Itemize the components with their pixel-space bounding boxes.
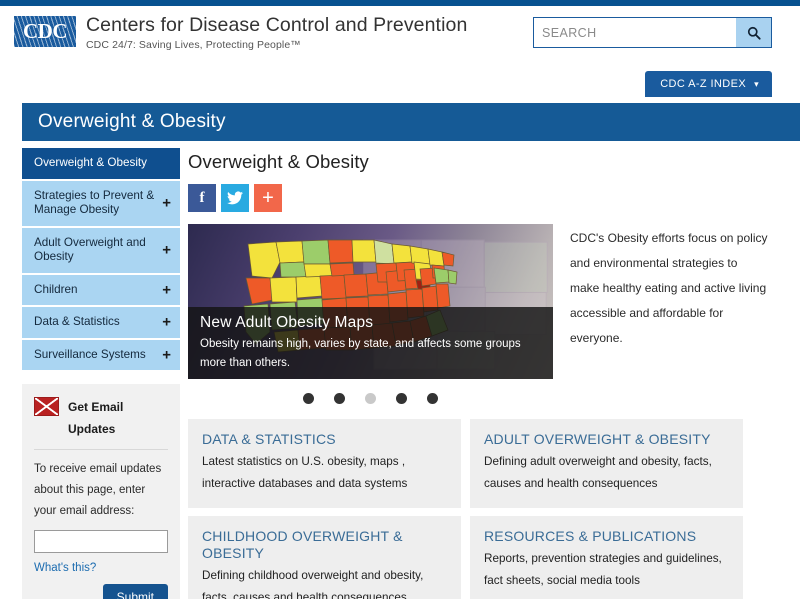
sidebar-item-children[interactable]: Children + — [22, 274, 180, 307]
carousel-slide-title: New Adult Obesity Maps — [200, 314, 374, 331]
carousel-dot-5[interactable] — [427, 393, 438, 404]
twitter-share-icon[interactable] — [221, 184, 249, 212]
card-title: CHILDHOOD OVERWEIGHT & OBESITY — [202, 528, 403, 561]
carousel-caption: New Adult Obesity Maps Obesity remains h… — [188, 307, 553, 379]
main-heading: Overweight & Obesity — [188, 151, 369, 172]
plus-icon[interactable]: + — [162, 241, 171, 259]
sidebar-item-label: Overweight & Obesity — [34, 156, 148, 169]
site-header: CDC Centers for Disease Control and Prev… — [0, 6, 800, 69]
page-body: Overweight & Obesity Strategies to Preve… — [0, 141, 800, 599]
card-title: RESOURCES & PUBLICATIONS — [484, 528, 697, 544]
submit-row: Submit — [34, 584, 168, 599]
search-icon — [747, 26, 761, 40]
topic-cards-grid: DATA & STATISTICS Latest statistics on U… — [188, 419, 780, 599]
twitter-bird-icon — [227, 191, 243, 205]
intro-paragraph: CDC's Obesity efforts focus on policy an… — [570, 231, 768, 345]
card-description: Latest statistics on U.S. obesity, maps … — [202, 455, 408, 490]
plus-glyph: + — [262, 186, 274, 209]
card-title: ADULT OVERWEIGHT & OBESITY — [484, 431, 711, 447]
brand-tagline: CDC 24/7: Saving Lives, Protecting Peopl… — [86, 39, 301, 51]
sidebar-item-label: Data & Statistics — [34, 315, 120, 328]
cdc-az-index-button[interactable]: CDC A-Z INDEX ▾ — [645, 71, 772, 97]
get-email-updates-box: Get Email Updates To receive email updat… — [22, 384, 180, 599]
main-content: Overweight & Obesity f + — [188, 141, 780, 599]
email-field[interactable] — [34, 530, 168, 553]
card-title: DATA & STATISTICS — [202, 431, 336, 447]
facebook-share-icon[interactable]: f — [188, 184, 216, 212]
carousel-dot-3[interactable] — [365, 393, 376, 404]
email-box-header: Get Email Updates — [34, 396, 168, 440]
carousel-slide[interactable]: New Adult Obesity Maps Obesity remains h… — [188, 224, 553, 379]
top-blue-rule — [0, 0, 800, 6]
submit-button[interactable]: Submit — [102, 584, 168, 599]
sidebar-item-data-statistics[interactable]: Data & Statistics + — [22, 307, 180, 340]
carousel-dot-2[interactable] — [334, 393, 345, 404]
card-resources-publications[interactable]: RESOURCES & PUBLICATIONS Reports, preven… — [470, 516, 743, 599]
left-sidebar: Overweight & Obesity Strategies to Preve… — [22, 148, 180, 599]
carousel-dot-1[interactable] — [303, 393, 314, 404]
search-button[interactable] — [736, 18, 771, 47]
search-input[interactable] — [534, 18, 736, 47]
sidebar-item-strategies[interactable]: Strategies to Prevent & Manage Obesity + — [22, 180, 180, 228]
cdc-logo-stripes — [14, 16, 76, 47]
email-box-description: To receive email updates about this page… — [34, 463, 162, 517]
social-share-row: f + — [188, 184, 780, 212]
sidebar-item-label: Strategies to Prevent & Manage Obesity — [34, 188, 155, 217]
carousel-slide-subtitle: Obesity remains high, varies by state, a… — [200, 338, 521, 369]
sidebar-item-label: Surveillance Systems — [34, 347, 146, 361]
carousel-dots — [188, 393, 553, 404]
more-share-icon[interactable]: + — [254, 184, 282, 212]
facebook-glyph: f — [199, 189, 205, 206]
az-index-label: CDC A-Z INDEX — [660, 78, 747, 90]
sidebar-item-overweight-obesity[interactable]: Overweight & Obesity — [22, 148, 180, 181]
plus-icon[interactable]: + — [162, 346, 171, 364]
sidebar-item-surveillance-systems[interactable]: Surveillance Systems + — [22, 339, 180, 372]
cdc-logo-text: CDC — [23, 19, 68, 43]
carousel-and-intro-row: New Adult Obesity Maps Obesity remains h… — [188, 224, 780, 404]
search-bar — [533, 17, 772, 48]
envelope-icon — [34, 397, 59, 416]
page-title-banner: Overweight & Obesity — [22, 103, 800, 141]
brand-title: Centers for Disease Control and Preventi… — [86, 14, 468, 36]
feature-carousel: New Adult Obesity Maps Obesity remains h… — [188, 224, 553, 404]
email-box-title: Get Email Updates — [68, 400, 124, 436]
card-childhood-overweight-obesity[interactable]: CHILDHOOD OVERWEIGHT & OBESITY Defining … — [188, 516, 461, 599]
sidebar-nav: Overweight & Obesity Strategies to Preve… — [22, 148, 180, 372]
carousel-dot-4[interactable] — [396, 393, 407, 404]
card-data-statistics[interactable]: DATA & STATISTICS Latest statistics on U… — [188, 419, 461, 508]
plus-icon[interactable]: + — [162, 313, 171, 331]
plus-icon[interactable]: + — [162, 281, 171, 299]
plus-icon[interactable]: + — [162, 194, 171, 212]
chevron-down-icon: ▾ — [754, 78, 759, 89]
email-box-divider — [34, 449, 168, 450]
sidebar-item-label: Adult Overweight and Obesity — [34, 235, 146, 264]
card-adult-overweight-obesity[interactable]: ADULT OVERWEIGHT & OBESITY Defining adul… — [470, 419, 743, 508]
brand-text-block: Centers for Disease Control and Preventi… — [86, 14, 467, 51]
sidebar-item-label: Children — [34, 282, 78, 296]
page-title: Overweight & Obesity — [38, 111, 226, 132]
cdc-brand[interactable]: CDC Centers for Disease Control and Prev… — [14, 14, 800, 51]
card-description: Defining childhood overweight and obesit… — [202, 569, 424, 599]
cdc-logo-icon[interactable]: CDC — [14, 16, 76, 47]
whats-this-link[interactable]: What's this? — [34, 562, 97, 574]
card-description: Reports, prevention strategies and guide… — [484, 552, 722, 587]
card-description: Defining adult overweight and obesity, f… — [484, 455, 712, 490]
sidebar-item-adult-overweight[interactable]: Adult Overweight and Obesity + — [22, 227, 180, 275]
